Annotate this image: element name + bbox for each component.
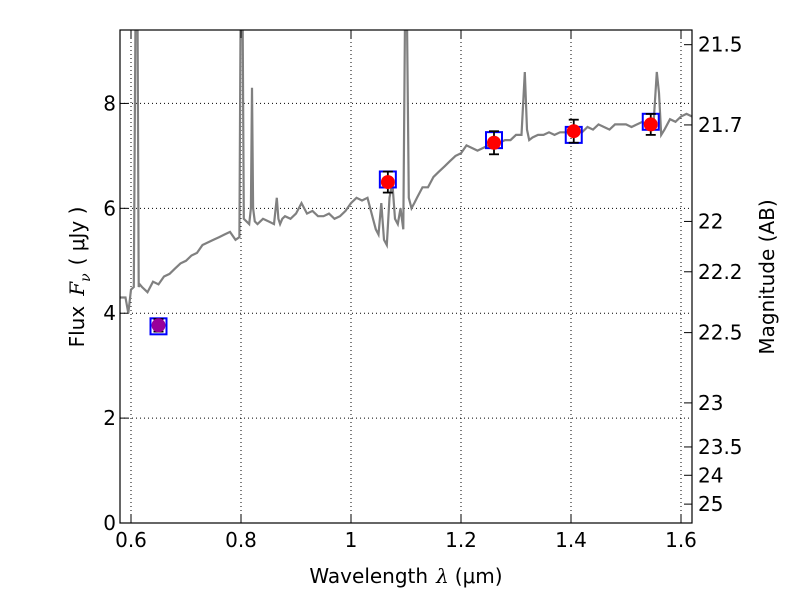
x-tick-label: 0.8 <box>225 528 257 552</box>
right-tick-label: 22 <box>698 209 723 233</box>
y-tick-label: 6 <box>103 196 116 220</box>
x-tick-label: 1.6 <box>665 528 697 552</box>
data-point <box>643 117 658 132</box>
right-tick-label: 23.5 <box>698 435 743 459</box>
y-axis-ticks: 0 2 4 6 8 <box>103 91 128 535</box>
x-tick-label: 0.6 <box>115 528 147 552</box>
right-tick-label: 22.5 <box>698 321 743 345</box>
y-tick-label: 2 <box>103 406 116 430</box>
data-points <box>151 117 658 333</box>
y-tick-label: 0 <box>103 511 116 535</box>
y-axis-label: FluxFν( μJy ) <box>65 207 94 348</box>
right-tick-label: 24 <box>698 463 723 487</box>
right-tick-label: 21.7 <box>698 113 743 137</box>
y-tick-label: 4 <box>103 301 116 325</box>
data-point <box>487 135 501 150</box>
x-tick-label: 1 <box>345 528 358 552</box>
right-axis-label: Magnitude (AB) <box>755 199 779 354</box>
y-tick-label: 8 <box>103 91 116 115</box>
right-tick-label: 25 <box>698 492 723 516</box>
right-tick-label: 22.2 <box>698 260 743 284</box>
plot-area <box>120 30 692 336</box>
x-axis-ticks: 0.6 0.8 1 1.2 1.4 1.6 <box>115 30 697 552</box>
x-tick-label: 1.4 <box>555 528 587 552</box>
right-tick-label: 21.5 <box>698 33 743 57</box>
right-axis-ticks: 21.5 21.7 22 22.2 22.5 23 23.5 24 25 <box>684 33 743 516</box>
x-tick-label: 1.2 <box>445 528 477 552</box>
plot-frame <box>119 29 693 524</box>
grid-lines <box>120 30 692 523</box>
data-point <box>151 318 166 333</box>
data-point <box>566 124 581 139</box>
right-tick-label: 23 <box>698 391 723 415</box>
data-point <box>380 175 395 190</box>
x-axis-label: Wavelength λ (μm) <box>309 564 502 588</box>
